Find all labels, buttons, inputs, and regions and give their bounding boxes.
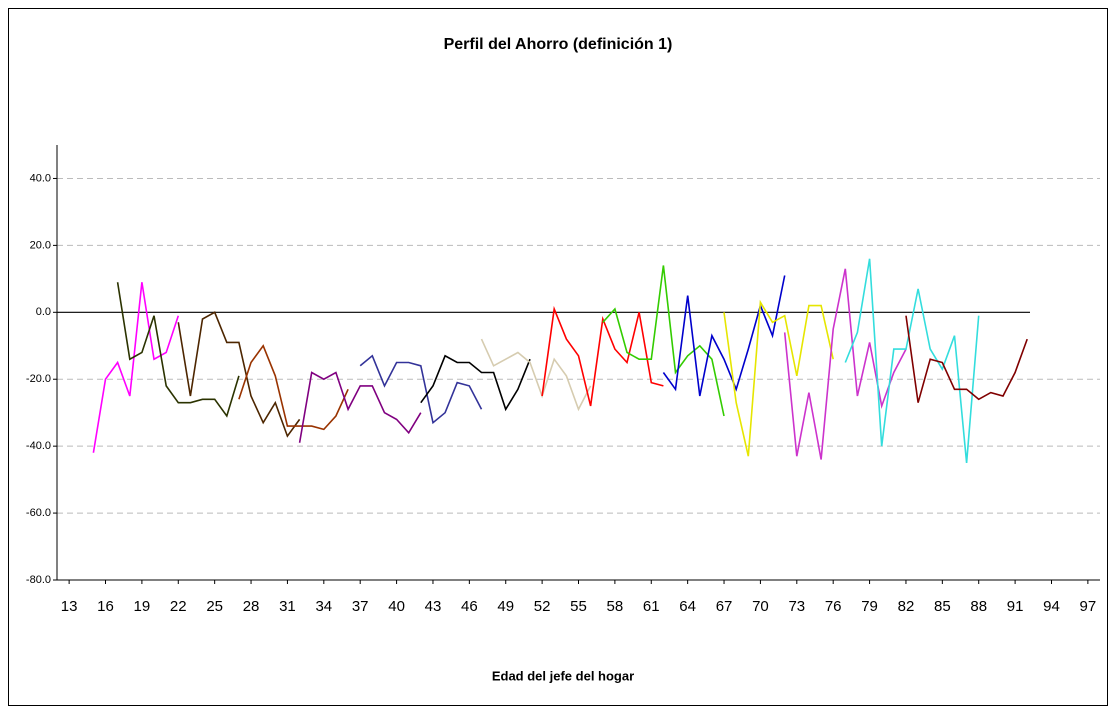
x-tick-label: 82 bbox=[898, 598, 915, 615]
x-tick-label: 16 bbox=[97, 598, 114, 615]
x-tick-label: 31 bbox=[279, 598, 296, 615]
series-line bbox=[844, 258, 980, 463]
y-tick-label: 0.0 bbox=[36, 306, 51, 318]
x-tick-label: 19 bbox=[134, 598, 151, 615]
x-tick-label: 40 bbox=[388, 598, 405, 615]
x-tick-label: 43 bbox=[425, 598, 442, 615]
x-tick-label: 97 bbox=[1080, 598, 1097, 615]
x-tick-label: 70 bbox=[752, 598, 769, 615]
series-line bbox=[359, 354, 483, 425]
series-line bbox=[238, 344, 349, 431]
x-tick-label: 52 bbox=[534, 598, 551, 615]
y-tick-label: -20.0 bbox=[26, 373, 51, 385]
x-axis-title: Edad del jefe del hogar bbox=[492, 668, 634, 683]
x-tick-label: 73 bbox=[788, 598, 805, 615]
y-tick-label: -60.0 bbox=[26, 507, 51, 519]
x-tick-label: 94 bbox=[1043, 598, 1060, 615]
x-tick-label: 88 bbox=[970, 598, 987, 615]
series-line bbox=[116, 282, 240, 418]
x-tick-label: 25 bbox=[206, 598, 223, 615]
y-tick-label: -40.0 bbox=[26, 440, 51, 452]
x-tick-label: 28 bbox=[243, 598, 260, 615]
chart-title: Perfil del Ahorro (definición 1) bbox=[444, 36, 673, 53]
x-tick-label: 64 bbox=[679, 598, 696, 615]
series-line bbox=[480, 338, 592, 412]
chart-border bbox=[8, 8, 1108, 706]
x-tick-label: 58 bbox=[607, 598, 624, 615]
series-line bbox=[783, 268, 907, 460]
series-line bbox=[420, 354, 531, 412]
y-tick-label: 20.0 bbox=[30, 239, 51, 251]
y-tick-label: -80.0 bbox=[26, 574, 51, 586]
series-line bbox=[723, 299, 834, 457]
series-line bbox=[905, 315, 1028, 403]
x-tick-label: 91 bbox=[1007, 598, 1024, 615]
x-tick-label: 55 bbox=[570, 598, 587, 615]
series-line bbox=[92, 282, 180, 453]
x-tick-label: 76 bbox=[825, 598, 842, 615]
x-tick-label: 79 bbox=[861, 598, 878, 615]
x-tick-label: 37 bbox=[352, 598, 369, 615]
x-tick-label: 22 bbox=[170, 598, 187, 615]
series-line bbox=[541, 305, 664, 407]
x-tick-label: 13 bbox=[61, 598, 78, 615]
series-line bbox=[177, 311, 301, 438]
x-tick-label: 67 bbox=[716, 598, 733, 615]
x-tick-label: 61 bbox=[643, 598, 660, 615]
x-tick-label: 85 bbox=[934, 598, 951, 615]
series-line bbox=[298, 371, 422, 443]
y-tick-label: 40.0 bbox=[30, 172, 51, 184]
x-tick-label: 34 bbox=[315, 598, 332, 615]
series-line bbox=[662, 275, 786, 397]
x-tick-label: 46 bbox=[461, 598, 478, 615]
x-tick-label: 49 bbox=[497, 598, 514, 615]
series-line bbox=[602, 265, 725, 417]
